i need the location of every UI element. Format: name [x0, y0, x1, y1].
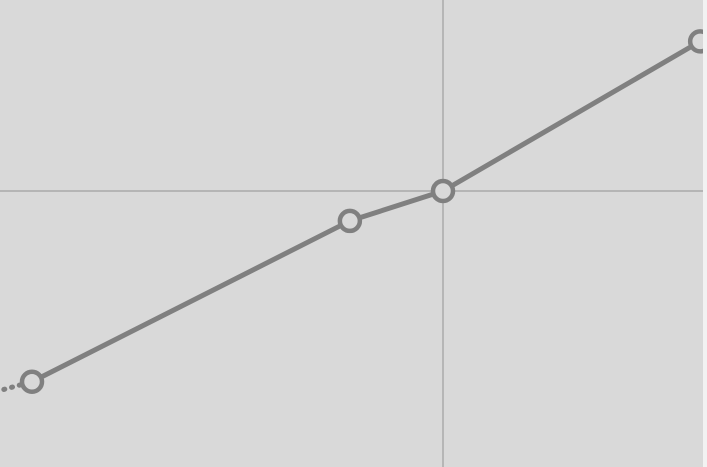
curve-segment: [29, 218, 353, 385]
curve-segment: [440, 38, 703, 194]
right-edge-strip: [703, 0, 707, 467]
curve-layer: [0, 36, 703, 394]
curve-point-marker[interactable]: [19, 369, 45, 394]
curve-segment: [347, 188, 446, 224]
curve-segment-dotted: [0, 379, 35, 394]
curve-point-marker[interactable]: [687, 29, 703, 54]
curve-point-marker[interactable]: [337, 208, 363, 234]
marker-layer[interactable]: [19, 29, 703, 394]
curve-point-marker[interactable]: [430, 178, 456, 204]
